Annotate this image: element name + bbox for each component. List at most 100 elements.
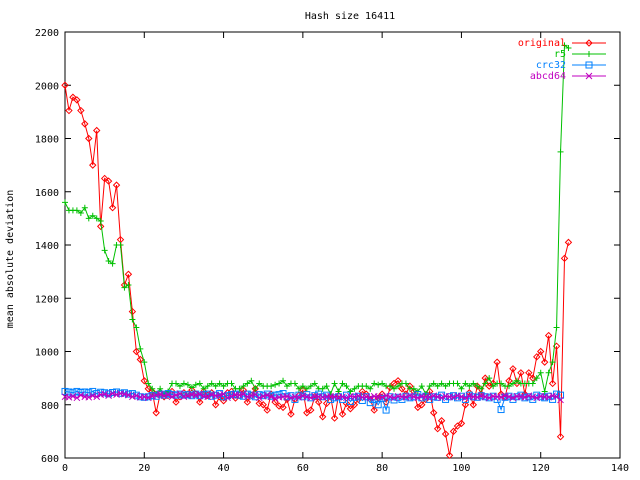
legend-label: original: [518, 38, 566, 49]
data-point: [112, 181, 121, 189]
data-point: [216, 391, 223, 399]
legend-marker: [585, 61, 593, 69]
data-point: [69, 93, 77, 101]
data-point: [549, 395, 557, 403]
data-point: [268, 383, 275, 390]
data-point: [184, 392, 192, 400]
data-point: [263, 391, 271, 399]
data-point: [462, 380, 469, 387]
data-point: [541, 388, 548, 395]
data-point: [540, 358, 549, 366]
data-point: [164, 391, 172, 398]
data-point: [315, 398, 323, 406]
data-point: [73, 207, 80, 214]
y-tick-label: 1200: [35, 294, 59, 305]
data-point: [81, 388, 89, 396]
data-point: [236, 385, 243, 392]
data-point: [461, 395, 469, 403]
data-point: [144, 385, 152, 393]
data-point: [390, 394, 398, 402]
data-point: [557, 148, 564, 155]
data-point: [331, 380, 338, 387]
data-point: [263, 406, 271, 414]
data-point: [184, 381, 191, 388]
data-point: [545, 369, 552, 376]
data-point: [271, 395, 279, 402]
data-point: [458, 393, 465, 401]
data-point: [228, 392, 235, 400]
data-point: [525, 369, 533, 377]
data-point: [358, 387, 367, 396]
data-point: [362, 393, 370, 401]
data-point: [291, 380, 298, 387]
data-point: [438, 394, 445, 402]
data-point: [343, 383, 350, 390]
data-point: [259, 401, 267, 409]
data-point: [382, 406, 390, 414]
series-line: [64, 44, 569, 396]
data-point: [426, 383, 433, 390]
data-point: [410, 393, 418, 401]
data-point: [406, 392, 414, 400]
data-point: [152, 391, 160, 399]
data-point: [549, 392, 556, 400]
series-abcd64: [61, 390, 564, 404]
data-point: [196, 380, 203, 387]
data-point: [442, 383, 449, 390]
data-point: [164, 390, 172, 398]
data-point: [387, 383, 394, 390]
data-point: [346, 405, 355, 413]
data-point: [347, 388, 354, 395]
data-point: [149, 385, 156, 392]
data-point: [363, 383, 370, 390]
data-point: [73, 394, 81, 402]
data-point: [109, 260, 116, 267]
data-point: [156, 390, 164, 398]
data-point: [454, 380, 461, 387]
data-point: [121, 284, 128, 291]
data-point: [469, 401, 478, 409]
data-point: [410, 385, 417, 392]
data-point: [338, 410, 347, 418]
data-point: [141, 359, 148, 366]
data-point: [228, 380, 235, 387]
data-point: [140, 393, 148, 401]
data-point: [529, 380, 536, 387]
data-point: [533, 394, 541, 402]
x-tick-label: 0: [62, 463, 68, 474]
data-point: [275, 402, 283, 410]
data-point: [564, 238, 573, 247]
data-point: [81, 204, 88, 211]
data-point: [97, 218, 104, 225]
data-point: [437, 417, 446, 425]
data-point: [196, 390, 204, 398]
x-tick-label: 20: [138, 463, 150, 474]
data-point: [351, 393, 358, 401]
y-tick-label: 1400: [35, 241, 59, 252]
data-point: [429, 409, 438, 417]
series-r5: [62, 42, 572, 398]
data-point: [537, 369, 544, 376]
data-point: [525, 392, 533, 400]
data-point: [299, 392, 307, 400]
data-point: [470, 380, 477, 387]
series-original: [61, 81, 573, 460]
data-point: [276, 380, 283, 387]
x-tick-label: 40: [218, 463, 230, 474]
data-point: [433, 425, 442, 433]
data-point: [255, 394, 263, 402]
data-point: [109, 389, 117, 397]
data-point: [382, 392, 390, 400]
data-point: [65, 106, 73, 115]
data-point: [196, 398, 204, 406]
data-point: [137, 345, 144, 352]
data-point: [243, 398, 252, 406]
data-point: [307, 394, 315, 402]
data-point: [73, 387, 81, 395]
data-point: [395, 383, 401, 390]
data-point: [93, 393, 101, 401]
data-point: [188, 384, 195, 391]
data-point: [272, 381, 279, 388]
